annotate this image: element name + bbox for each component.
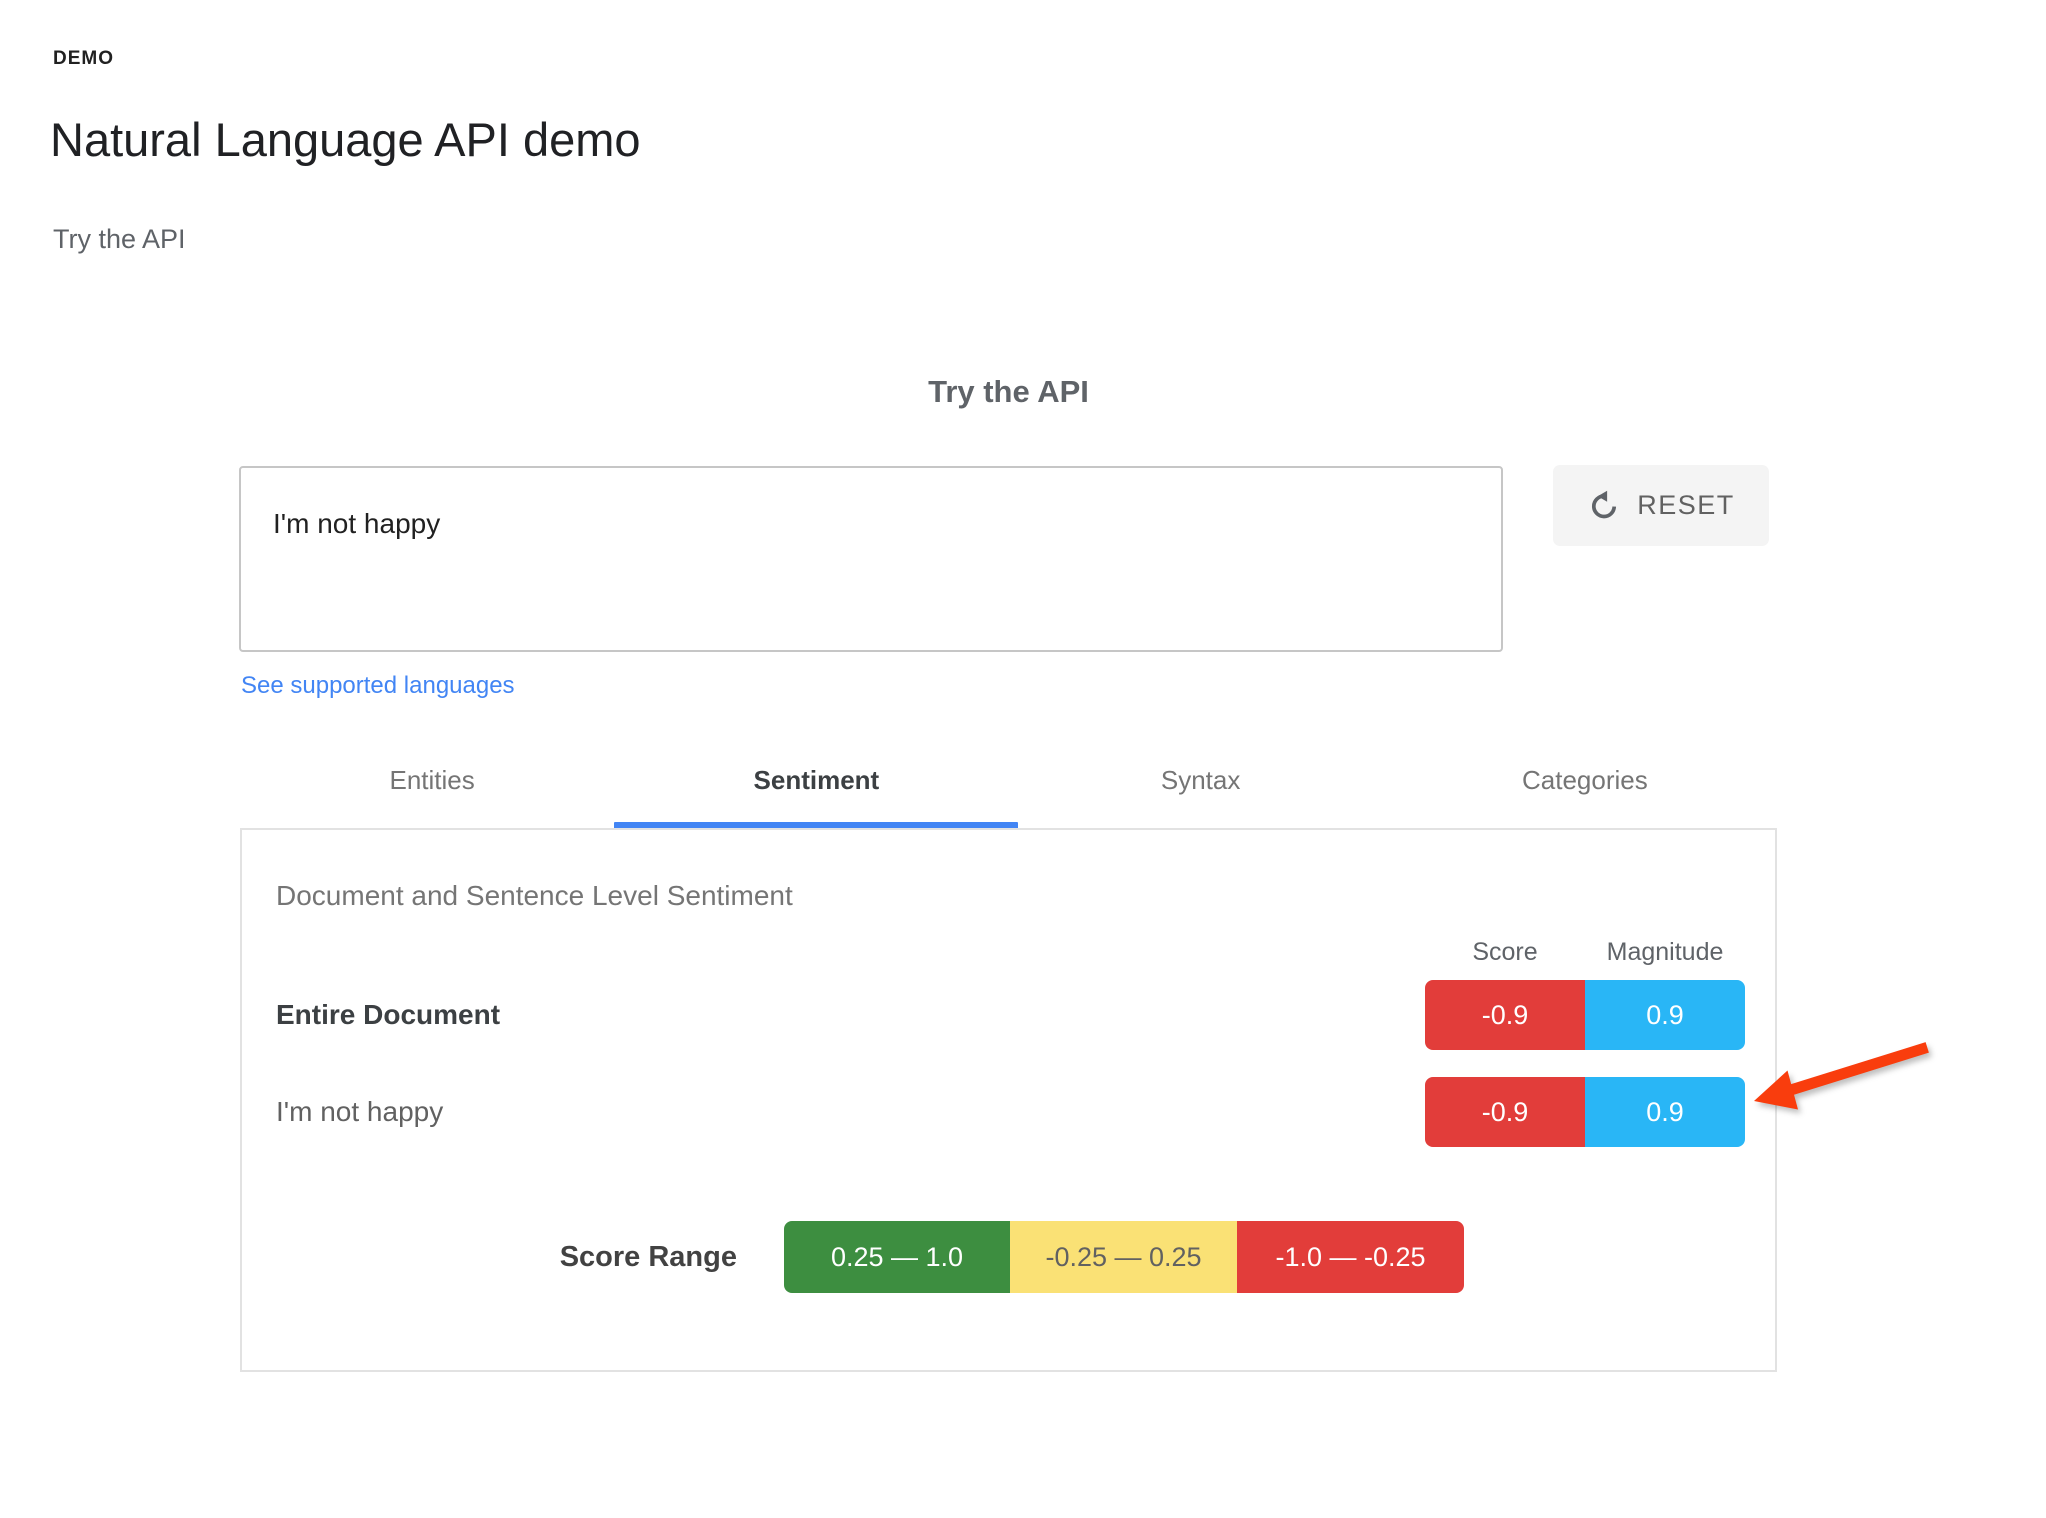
demo-label: DEMO [53, 48, 114, 69]
supported-languages-link[interactable]: See supported languages [241, 672, 515, 699]
sentiment-row-entire-document: Entire Document -0.9 0.9 [242, 980, 1775, 1050]
row-label: Entire Document [276, 999, 501, 1030]
try-api-heading: Try the API [928, 374, 1089, 409]
score-badge: -0.9 [1425, 980, 1585, 1050]
reset-button-label: RESET [1637, 490, 1735, 520]
score-column-header: Score [1472, 938, 1538, 966]
result-tabs: Entities Sentiment Syntax Categories [240, 763, 1777, 830]
legend-neutral-range: -0.25 — 0.25 [1010, 1221, 1237, 1293]
magnitude-column-header: Magnitude [1606, 938, 1724, 966]
sentiment-panel: Document and Sentence Level Sentiment Sc… [240, 828, 1777, 1372]
page-title: Natural Language API demo [50, 113, 641, 166]
tab-entities-label: Entities [389, 765, 475, 795]
tab-categories[interactable]: Categories [1393, 763, 1777, 828]
sentiment-panel-heading: Document and Sentence Level Sentiment [276, 880, 793, 911]
text-input[interactable] [239, 466, 1503, 652]
tab-entities[interactable]: Entities [240, 763, 624, 828]
score-range-legend: 0.25 — 1.0 -0.25 — 0.25 -1.0 — -0.25 [784, 1221, 1464, 1293]
tab-sentiment-label: Sentiment [753, 765, 880, 795]
page-subtitle: Try the API [53, 224, 186, 254]
tab-categories-label: Categories [1522, 765, 1648, 795]
row-label: I'm not happy [276, 1096, 444, 1127]
active-tab-underline [614, 822, 1019, 830]
magnitude-badge: 0.9 [1585, 1077, 1745, 1147]
tab-sentiment[interactable]: Sentiment [614, 763, 1019, 830]
legend-negative-range: -1.0 — -0.25 [1237, 1221, 1464, 1293]
score-range-label: Score Range [559, 1240, 737, 1273]
score-badge: -0.9 [1425, 1077, 1585, 1147]
legend-positive-range: 0.25 — 1.0 [784, 1221, 1010, 1293]
tab-syntax[interactable]: Syntax [1009, 763, 1393, 828]
magnitude-badge: 0.9 [1585, 980, 1745, 1050]
reset-icon [1587, 489, 1621, 523]
sentiment-row-sentence: I'm not happy -0.9 0.9 [242, 1077, 1775, 1147]
tab-syntax-label: Syntax [1160, 765, 1241, 795]
reset-button[interactable]: RESET [1553, 465, 1769, 546]
